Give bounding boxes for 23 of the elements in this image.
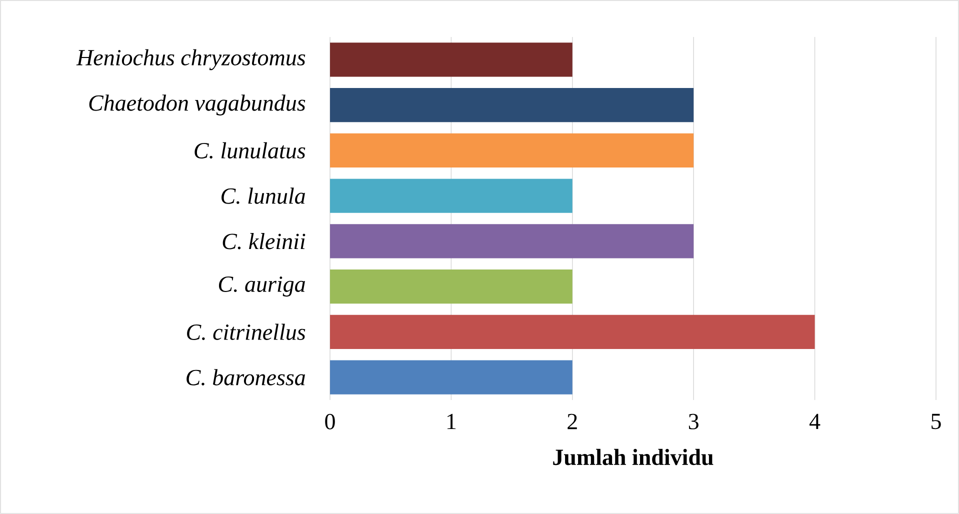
y-tick-label: Chaetodon vagabundus: [89, 94, 306, 116]
bar: [330, 314, 815, 349]
x-tick-label: 2: [568, 414, 577, 430]
y-tick-label: C. lunulatus: [194, 142, 306, 159]
y-tick-label: C. lunula: [222, 188, 305, 204]
x-tick-label: 3: [688, 414, 698, 430]
bar: [330, 178, 572, 213]
x-tick-label: 0: [325, 414, 335, 430]
y-tick-label: C. kleinii: [222, 233, 306, 250]
y-tick-label: Heniochus chryzostomus: [76, 49, 306, 70]
bar: [330, 133, 694, 168]
bar: [330, 360, 572, 394]
x-tick-label: 1: [447, 414, 456, 430]
bar: [330, 88, 694, 122]
y-tick-label: C. auriga: [218, 276, 305, 297]
y-tick-label: C. citrinellus: [187, 324, 306, 340]
y-tick-label: C. baronessa: [186, 369, 305, 386]
x-axis-title: Jumlah individu: [553, 448, 714, 466]
bar: [330, 42, 572, 77]
x-tick-label: 4: [809, 414, 820, 429]
x-tick-label: 5: [932, 414, 941, 430]
bar: [330, 270, 572, 304]
bar: [330, 224, 694, 258]
